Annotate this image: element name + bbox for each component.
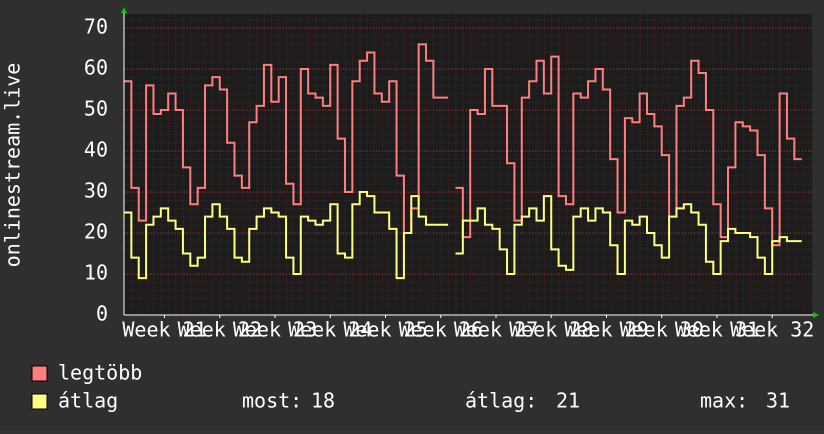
legend-label: legtöbb [58, 361, 142, 385]
legend-label: átlag [58, 389, 118, 413]
series-line [124, 190, 449, 280]
y-tick-label: 50 [84, 96, 108, 120]
lines [124, 43, 802, 280]
stat-value: 21 [556, 389, 580, 413]
legend-swatch [31, 393, 48, 410]
y-tick-label: 10 [84, 260, 108, 284]
x-tick-label: Week 21 [122, 318, 206, 342]
x-arrow [813, 312, 819, 318]
y-tick-label: 30 [84, 178, 108, 202]
x-tick-label: Week 30 [620, 318, 704, 342]
x-tick-label: Week 26 [399, 318, 483, 342]
x-tick-label: Week 23 [233, 318, 317, 342]
y-tick-label: 60 [84, 55, 108, 79]
x-tick-label: Week 28 [509, 318, 593, 342]
stat-label: átlag: [465, 389, 537, 413]
x-tick-label: Week 25 [343, 318, 427, 342]
x-tick-label: Week 22 [178, 318, 262, 342]
x-tick-label: Week 24 [288, 318, 372, 342]
y-tick-label: 20 [84, 219, 108, 243]
x-tick-label: Week 32 [730, 318, 814, 342]
minor-grid [124, 14, 812, 315]
series-line [455, 195, 802, 275]
series-line [455, 55, 802, 247]
series-line [124, 43, 449, 234]
y-tick-label: 0 [96, 302, 108, 326]
y-arrow [121, 7, 127, 13]
y-tick-label: 70 [84, 14, 108, 38]
stat-label: most: [242, 389, 302, 413]
stat-value: 18 [311, 389, 335, 413]
legend: legtöbb átlag most: 18 átlag: 21 max: 31 [31, 361, 790, 413]
y-label: onlinestream.live [1, 63, 25, 268]
y-tick-label: 40 [84, 137, 108, 161]
x-tick-label: Week 27 [454, 318, 538, 342]
legend-swatch [31, 365, 48, 382]
stat-label: max: [700, 389, 748, 413]
x-tick-label: Week 31 [675, 318, 759, 342]
stat-value: 31 [766, 389, 790, 413]
x-tick-label: Week 29 [564, 318, 648, 342]
